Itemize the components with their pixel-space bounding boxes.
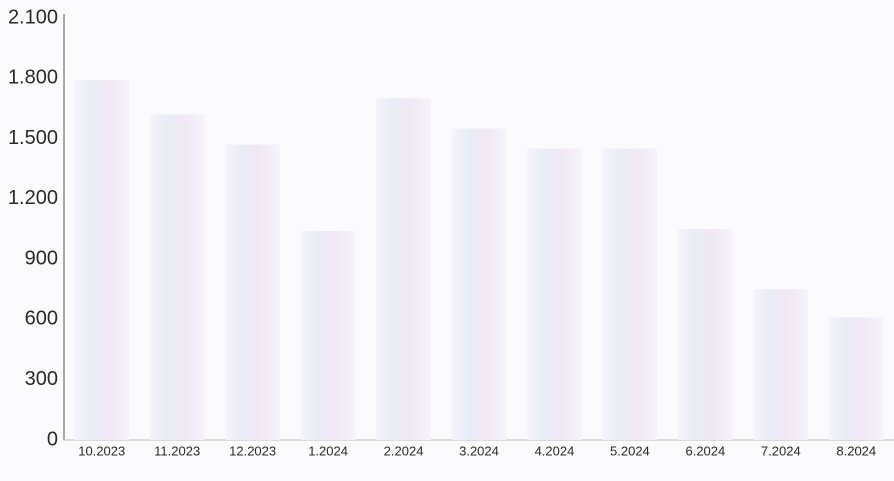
y-tick-label: 1.200 <box>8 187 58 209</box>
x-tick-label: 5.2024 <box>610 443 650 458</box>
y-tick-label: 600 <box>25 308 58 330</box>
x-tick-label: 1.2024 <box>308 443 348 458</box>
y-tick-label: 1.800 <box>8 67 58 89</box>
x-tick-label: 8.2024 <box>836 443 876 458</box>
bar-sheen <box>829 317 884 440</box>
x-tick-label: 11.2023 <box>154 443 200 458</box>
bar-sheen <box>678 229 733 440</box>
bar-sheen <box>527 148 582 440</box>
x-tick-label: 2.2024 <box>384 443 424 458</box>
y-tick-label: 300 <box>25 368 58 390</box>
bar-sheen <box>376 98 431 440</box>
x-tick-label: 4.2024 <box>535 443 575 458</box>
y-tick-label: 1.500 <box>8 127 58 149</box>
bar-sheen <box>74 80 129 441</box>
bar-sheen <box>300 231 356 440</box>
bar-sheen <box>225 144 280 440</box>
x-tick-label: 3.2024 <box>459 443 499 458</box>
x-tick-label: 12.2023 <box>229 443 276 458</box>
bar-sheen <box>451 128 507 440</box>
y-tick-label: 900 <box>25 247 58 269</box>
y-tick-label: 2.100 <box>8 6 58 28</box>
bar-sheen <box>150 114 205 440</box>
x-tick-label: 6.2024 <box>685 443 725 458</box>
x-tick-label: 7.2024 <box>761 443 801 458</box>
bar-sheen <box>753 289 808 440</box>
x-tick-label: 10.2023 <box>78 443 125 458</box>
bar-sheen <box>602 148 658 440</box>
y-tick-label: 0 <box>47 428 58 450</box>
